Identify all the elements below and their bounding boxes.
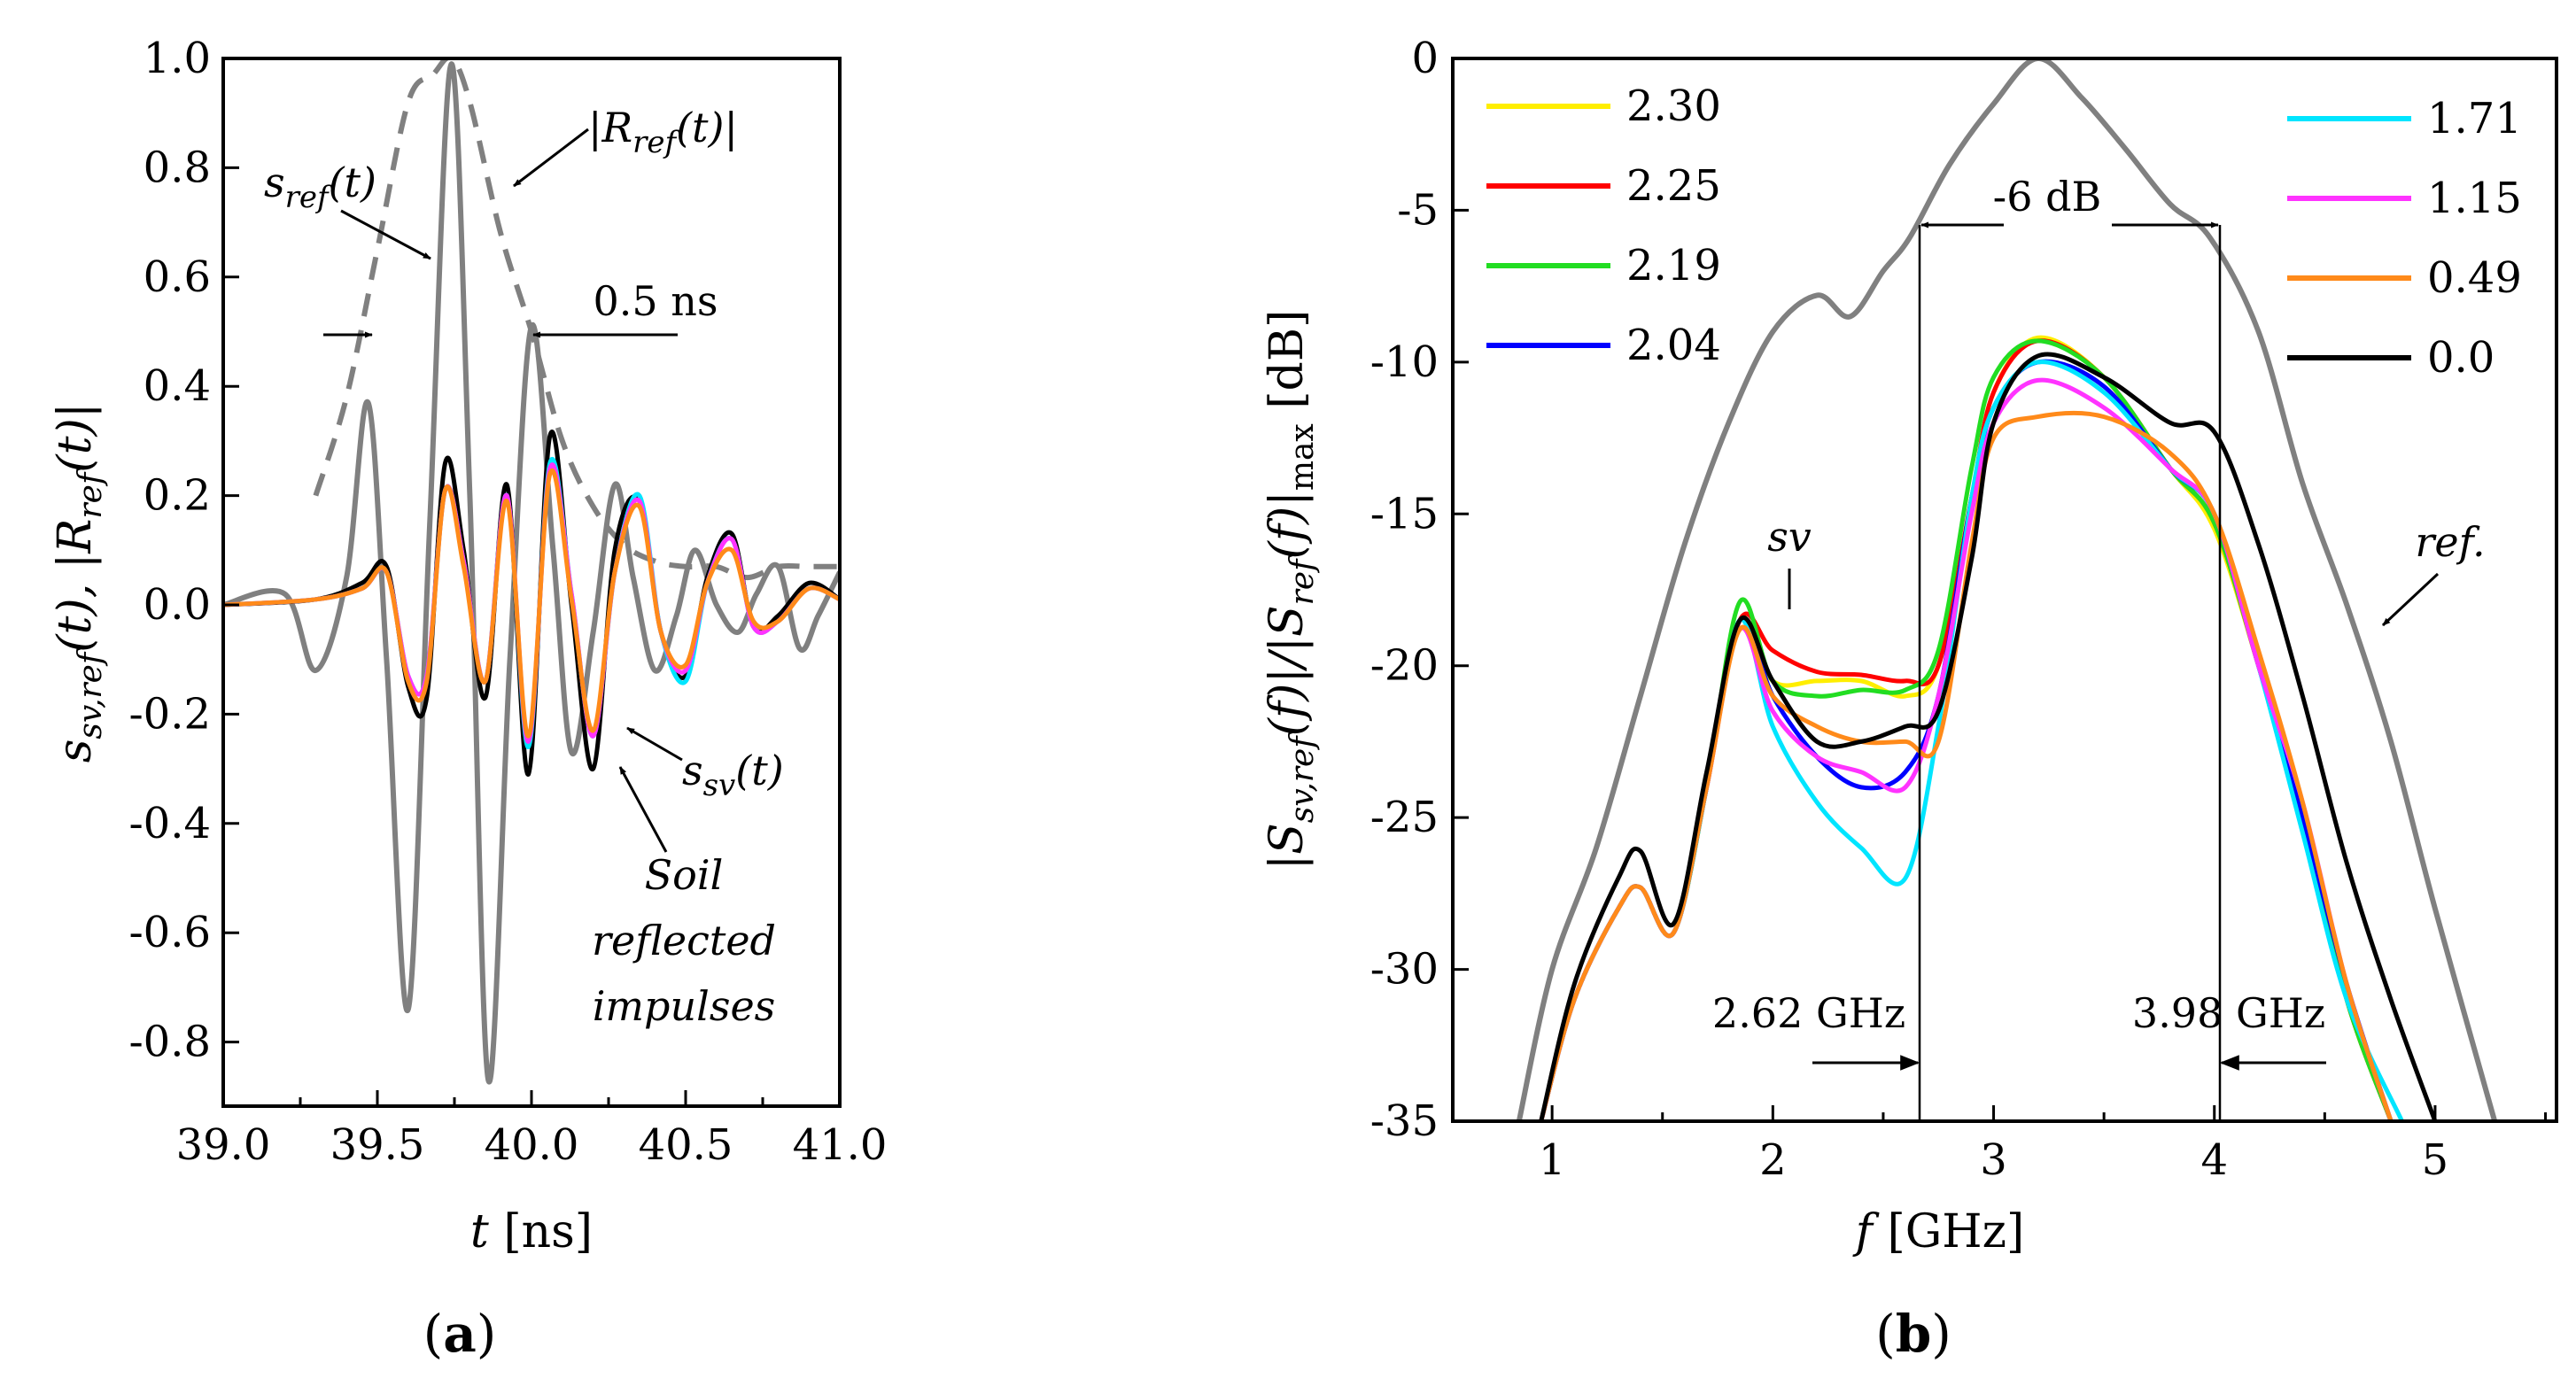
legend-label: 2.04 [1626, 321, 1721, 370]
annotation-s-sv: ssv(t) [682, 747, 784, 803]
panel-b-x-tick-label: 4 [2200, 1135, 2228, 1185]
panel-a-y-tick-label: -0.8 [128, 1018, 211, 1067]
legend-label: 1.15 [2427, 174, 2522, 223]
legend-left: 2.30 2.25 2.19 2.04 [1486, 81, 1721, 370]
panel-a-series-ref [223, 61, 840, 1085]
panel-a-y-tick-label: 1.0 [144, 34, 211, 83]
panel-b-x-tick-label: 1 [1539, 1135, 1566, 1185]
panel-b-y-tick-label: -20 [1370, 641, 1439, 691]
annotation-soil-1: Soil [645, 851, 724, 899]
panel-b-letter: b [1896, 1304, 1932, 1364]
panel-b-frame [1451, 57, 2558, 1123]
panel-b-y-tick-label: -5 [1397, 185, 1439, 235]
annotation-soil-arrow [618, 766, 668, 853]
panel-a-x-axis-label: t [ns] [470, 1205, 593, 1258]
panel-a-y-tick-label: 0.6 [144, 252, 211, 302]
panel-b-series-0.0 [1539, 352, 2438, 1121]
panel-b-label: (b) [1875, 1304, 1951, 1364]
panel-b-x-tick-label: 5 [2422, 1135, 2449, 1185]
panel-a-y-axis-label: ssv,ref(t), |Rref(t)| [49, 403, 109, 763]
panel-b-series-0.49 [1539, 410, 2394, 1121]
panel-b-y-axis-label: |Ssv,ref(f)|/|Sref(f)|max [dB] [1261, 310, 1321, 871]
panel-a-letter: a [443, 1304, 477, 1364]
panel-b-y-tick-label: -15 [1370, 489, 1439, 538]
panel-b-x-axis-label: f [GHz] [1852, 1205, 2025, 1258]
annotation-width: 0.5 ns [593, 277, 718, 325]
annotation-f-high: 3.98 GHz [2132, 989, 2325, 1037]
panel-b-series [1516, 58, 2498, 1121]
panel-b-y-tick-label: -25 [1370, 793, 1439, 842]
annotation-soil-2: reflected [592, 917, 776, 964]
annotation-s-sv-arrow [626, 726, 683, 762]
panel-a-x-tick-label: 39.0 [176, 1120, 271, 1170]
panel-a-ticks: 39.0 39.5 40.0 40.5 41.0 1.0 0.8 0.6 0.4 0.2 0.0 -0… [128, 34, 887, 1170]
panel-b-series-ref. [1516, 58, 2498, 1121]
panel-b-ticks: 1 2 3 4 5 0 -5 -10 -15 -20 -25 -30 -35 [1370, 34, 2548, 1185]
panel-a-y-tick-label: 0.4 [144, 361, 211, 411]
legend-label: 2.19 [1626, 241, 1721, 290]
annotation-s-ref: sref(t) [264, 159, 376, 215]
panel-b: 1 2 3 4 50-5-10-15-20-25-30-35 2.302.252.192… [1261, 34, 2558, 1364]
panel-a-y-tick-label: 0.8 [144, 143, 211, 192]
panel-b-y-tick-label: -10 [1370, 337, 1439, 387]
annotation-sv: sv [1767, 513, 1812, 561]
panel-a-series-orange [223, 468, 840, 739]
annotation-f-low: 2.62 GHz [1712, 989, 1905, 1037]
panel-a-y-tick-label: 0.2 [144, 471, 211, 521]
legend-right: 1.71 1.15 0.49 0.0 [2287, 94, 2522, 383]
legend-label: 2.25 [1626, 161, 1721, 211]
annotation-ref: ref. [2415, 518, 2485, 566]
panel-a-y-tick-label: -0.2 [128, 689, 211, 739]
panel-a-series [223, 58, 840, 1085]
panel-a-y-tick-label: 0.0 [144, 580, 211, 630]
annotation-soil-3: impulses [593, 982, 776, 1030]
legend-label: 0.0 [2427, 333, 2495, 383]
legend-label: 0.49 [2427, 253, 2522, 303]
panel-a-y-tick-label: -0.4 [128, 799, 211, 848]
panel-a-x-tick-label: 41.0 [793, 1120, 888, 1170]
panel-b-y-tick-label: -35 [1370, 1096, 1439, 1146]
annotation-r-ref: |Rref(t)| [588, 104, 738, 160]
annotation-ref-arrow [2381, 572, 2440, 627]
annotation-bandwidth: -6 dB [1993, 173, 2102, 221]
legend-label: 2.30 [1626, 81, 1721, 131]
legend-label: 1.71 [2427, 94, 2522, 143]
panel-a-x-tick-label: 40.5 [639, 1120, 733, 1170]
panel-a-x-tick-label: 39.5 [330, 1120, 425, 1170]
panel-a: 39.0 39.5 40.0 40.5 41.0 1.0 0.8 0.6 0.4 0.2 0.0 -0… [49, 34, 887, 1364]
panel-a-y-tick-label: -0.6 [128, 908, 211, 957]
panel-b-y-tick-label: 0 [1411, 34, 1439, 83]
panel-a-label: (a) [423, 1304, 497, 1364]
panel-a-x-tick-label: 40.0 [485, 1120, 579, 1170]
panel-b-x-tick-label: 3 [1980, 1135, 2007, 1185]
annotation-r-ref-arrow [513, 128, 589, 188]
panel-b-x-tick-label: 2 [1759, 1135, 1787, 1185]
annotation-s-ref-arrow [340, 209, 431, 260]
panel-a-series-envelope [313, 58, 840, 581]
panel-b-y-tick-label: -30 [1370, 945, 1439, 995]
